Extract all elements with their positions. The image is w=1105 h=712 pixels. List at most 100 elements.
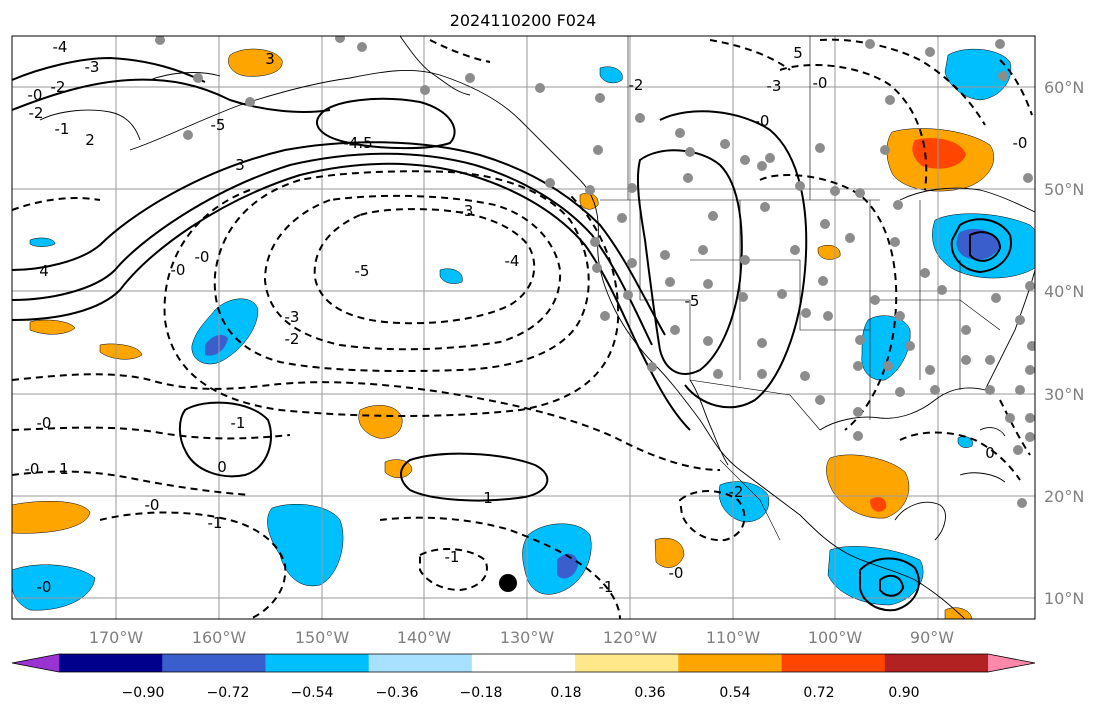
colorbar-swatch (368, 654, 473, 672)
contour-label: -4 (505, 252, 520, 270)
lon-tick-label: 150°W (295, 628, 350, 647)
contour-label: 3 (235, 156, 245, 174)
shade-purple-pac3 (557, 553, 578, 579)
colorbar-tick-label: −0.18 (460, 685, 503, 701)
contour-label: -3 (459, 202, 474, 220)
map-area: -4 -3 -2 -0 -2 -1 2 -5 3 -4.5 4 -0 -0 3 … (12, 36, 1035, 619)
lat-tick-label: 50°N (1044, 180, 1084, 199)
colorbar-swatch (265, 654, 370, 672)
colorbar (11, 653, 1036, 673)
colorbar-tick-label: −0.90 (122, 685, 165, 701)
colorbar-tick-label: 0.54 (719, 685, 750, 701)
contour-label: -3 (285, 308, 300, 326)
lat-tick-label: 10°N (1044, 589, 1084, 608)
colorbar-swatch (781, 654, 886, 672)
contour-label: -0 (28, 86, 43, 104)
shade-orange-gulf (12, 501, 91, 534)
contour-label: -2 (51, 78, 66, 96)
storm-center-marker (499, 574, 517, 592)
shade-red-gulfmex (870, 497, 887, 512)
lon-tick-label: 170°W (89, 628, 144, 647)
shade-orange-pac1 (358, 405, 403, 439)
contour-label: -2 (29, 104, 44, 122)
contour-label: -0 (171, 261, 186, 279)
colorbar-labels: −0.90 −0.72 −0.54 −0.36 −0.18 0.18 0.36 … (122, 685, 920, 701)
colorbar-swatch (884, 654, 989, 672)
contour-label: -2 (285, 330, 300, 348)
shade-blue-sw (12, 564, 96, 611)
shade-orange-pac4 (29, 319, 76, 335)
state-borders (600, 36, 1001, 541)
map-title: 2024110200 F024 (450, 11, 597, 30)
contour-label: -3 (85, 58, 100, 76)
contour-label: -5 (685, 292, 700, 310)
shade-blue-bc (599, 66, 623, 84)
latitude-labels: 60°N 50°N 40°N 30°N 20°N 10°N (1044, 78, 1084, 608)
contour-label: 0 (985, 444, 995, 462)
shade-orange-pac3 (99, 343, 143, 360)
colorbar-tick-label: 0.72 (803, 685, 834, 701)
lon-tick-label: 160°W (192, 628, 247, 647)
lon-tick-label: 130°W (500, 628, 555, 647)
colorbar-tick-label: 0.90 (888, 685, 919, 701)
shade-purple-pac1 (205, 334, 228, 356)
lat-tick-label: 20°N (1044, 487, 1084, 506)
contour-label: -0 (669, 564, 684, 582)
contour-label: -0 (195, 248, 210, 266)
colorbar-swatch (162, 654, 266, 672)
colorbar-tick-label: −0.72 (207, 685, 250, 701)
lat-tick-label: 40°N (1044, 282, 1084, 301)
contour-label: -0 (755, 112, 770, 130)
shade-orange-gulfmex (826, 454, 910, 519)
shade-orange-plains (817, 245, 841, 260)
lon-tick-label: 140°W (397, 628, 452, 647)
contour-label: -0 (813, 74, 828, 92)
lat-tick-label: 60°N (1044, 78, 1084, 97)
contour-label: -2 (629, 76, 644, 94)
contour-label: -5 (355, 262, 370, 280)
shade-orange-mex (654, 537, 685, 568)
lon-tick-label: 90°W (910, 628, 954, 647)
contour-label: -0 (145, 496, 160, 514)
contour-label: 4 (39, 262, 49, 280)
colorbar-swatch (678, 654, 783, 672)
shade-orange-alaska (228, 48, 283, 77)
contour-label: -0 (25, 460, 40, 478)
contour-label: -0 (37, 414, 52, 432)
station-dots (155, 36, 1035, 508)
colorbar-extend-max (988, 654, 1035, 672)
contour-label: -3 (767, 77, 782, 95)
colorbar-tick-label: 0.18 (550, 685, 581, 701)
shade-blue-mex (718, 481, 770, 523)
lon-tick-label: 120°W (603, 628, 658, 647)
lon-tick-label: 110°W (706, 628, 761, 647)
longitude-labels: 170°W 160°W 150°W 140°W 130°W 120°W 110°… (89, 628, 954, 647)
contour-label: -1 (231, 414, 246, 432)
contour-label: -1 (599, 578, 614, 596)
contour-label: -2 (729, 483, 744, 501)
colorbar-tick-label: −0.36 (376, 685, 419, 701)
shade-blue-small2 (439, 268, 463, 284)
colorbar-tick-label: 0.36 (634, 685, 665, 701)
colorbar-extend-min (12, 654, 59, 672)
contours (12, 38, 1033, 619)
shade-blue-small1 (29, 237, 56, 247)
contour-label: -4.5 (343, 134, 372, 152)
contour-label: -1 (208, 514, 223, 532)
contour-label: 5 (793, 44, 803, 62)
colorbar-outline (11, 653, 1036, 673)
colorbar-tick-label: −0.54 (291, 685, 334, 701)
gridlines (12, 36, 1035, 619)
contour-label: 1 (59, 460, 69, 478)
shade-purple-lakes (956, 228, 1000, 260)
contour-label: 3 (265, 50, 275, 68)
contour-label: -1 (445, 548, 460, 566)
contour-label: -1 (55, 120, 70, 138)
colorbar-swatch (575, 654, 679, 672)
contour-label: 1 (483, 489, 493, 507)
contour-labels: -4 -3 -2 -0 -2 -1 2 -5 3 -4.5 4 -0 -0 3 … (25, 38, 1028, 596)
contour-label: 0 (217, 458, 227, 476)
map-frame (11, 35, 1036, 620)
colorbar-swatch (59, 654, 163, 672)
